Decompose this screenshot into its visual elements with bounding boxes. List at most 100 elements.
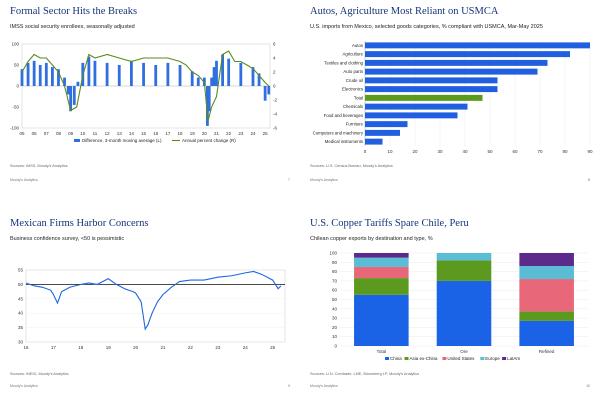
x-tick-label: 50 (487, 149, 493, 154)
bar-segment (436, 280, 492, 346)
x-tick-label: 17 (51, 345, 57, 350)
chart-source: Sources: U.N. Comtrade, LME, Bloomberg L… (310, 372, 420, 376)
y-tick-label: 55 (18, 268, 24, 273)
x-tick-label: 08 (56, 131, 62, 136)
x-tick-label: 23 (238, 131, 244, 136)
chart-panel-usmca: Autos, Agriculture Most Reliant on USMCA… (300, 0, 600, 200)
legend-swatch (442, 357, 447, 360)
x-tick-label: 07 (44, 131, 50, 136)
bar (221, 54, 224, 86)
footer-brand: Moody's Analytics (10, 384, 38, 388)
legend-label-annual: Annual percent change (R) (182, 138, 236, 143)
bar (63, 77, 66, 86)
bar (105, 62, 109, 86)
x-tick-label: Refined (539, 349, 555, 354)
bar (93, 60, 97, 86)
bar-segment (519, 253, 574, 267)
series-line-confidence (25, 270, 282, 331)
bar (257, 73, 261, 86)
x-tick-label: 0 (364, 149, 367, 154)
bar (263, 86, 267, 101)
bar (130, 60, 133, 86)
x-tick-label: 10 (80, 131, 86, 136)
y-tick-label: 70 (332, 278, 338, 283)
category-label: Food and beverages (324, 113, 363, 118)
bar (365, 129, 400, 136)
y-left-tick-label: -50 (12, 105, 19, 110)
bar (267, 86, 271, 95)
bar (44, 62, 48, 86)
y-right-tick-label: -2 (273, 98, 277, 103)
series-line-annual-change (21, 50, 270, 122)
x-tick-label: 06 (32, 131, 38, 136)
chart-title: U.S. Copper Tariffs Spare Chile, Peru (310, 218, 469, 229)
usmca-chart: 0 10 20 30 40 50 60 70 80 90 Autos Agriculture Texti… (313, 41, 593, 154)
page-number: 9 (288, 384, 290, 388)
y-tick-label: 80 (332, 269, 338, 274)
x-tick-label: 90 (587, 149, 593, 154)
x-tick-label: 19 (106, 345, 112, 350)
chart-subtitle: IMSS social security enrollees, seasonal… (10, 24, 135, 30)
x-tick-label: 18 (178, 131, 184, 136)
x-tick-label: 11 (93, 131, 98, 136)
chart-source: Sources: U.S. Census Bureau, Moody's Ana… (310, 164, 393, 168)
bar-segment (354, 294, 409, 346)
x-tick-label: 24 (250, 131, 256, 136)
y-left-tick-label: 0 (16, 84, 19, 89)
category-label: Medical instruments (325, 139, 363, 144)
footer-brand: Moody's Analytics (10, 178, 38, 182)
x-tick-label: 15 (141, 131, 147, 136)
x-tick-label: 17 (165, 131, 171, 136)
legend-label: LatAm (507, 356, 520, 361)
x-tick-label: 18 (78, 345, 84, 350)
x-tick-label: 20 (202, 131, 208, 136)
bar (190, 71, 194, 86)
bar (365, 86, 498, 93)
legend-swatch (502, 357, 507, 360)
y-right-tick-label: 4 (273, 56, 276, 61)
bar-segment (519, 311, 574, 321)
y-tick-label: 45 (18, 296, 24, 301)
y-right-tick-label: 6 (273, 42, 276, 47)
x-tick-label: 21 (214, 131, 220, 136)
x-tick-label: 05 (19, 131, 25, 136)
bar (196, 77, 200, 86)
footer-brand: Moody's Analytics (310, 384, 338, 388)
category-label: Textiles and clothing (324, 60, 363, 65)
bar (365, 112, 458, 119)
y-tick-label: 30 (332, 316, 338, 321)
y-left-tick-label: -100 (10, 126, 20, 131)
x-tick-label: 16 (153, 131, 159, 136)
bar (154, 65, 158, 86)
y-right-tick-label: 2 (273, 70, 276, 75)
y-left-tick-label: 50 (14, 63, 20, 68)
bar-segment (436, 253, 492, 261)
y-tick-label: 50 (18, 282, 24, 287)
x-tick-label: 22 (188, 345, 194, 350)
x-tick-label: 70 (537, 149, 543, 154)
bar (87, 56, 91, 86)
bar-segment (354, 253, 409, 258)
legend-label-difference: Difference, 3-month moving average (L) (82, 138, 162, 143)
chart-title: Formal Sector Hits the Breaks (10, 6, 138, 17)
x-tick-label: 16 (23, 345, 29, 350)
page-number: 10 (586, 384, 590, 388)
category-label: Electronics (342, 87, 363, 92)
chart-source: Sources: INEGI, Moody's Analytics (10, 372, 69, 376)
y-tick-label: 30 (18, 340, 24, 345)
x-tick-label: 21 (161, 345, 167, 350)
bar (205, 86, 209, 126)
bar (251, 67, 255, 86)
bar-segment (519, 320, 574, 346)
bar (57, 69, 60, 86)
y-right-tick-label: -4 (273, 112, 277, 117)
bar (32, 60, 36, 86)
chart-title: Autos, Agriculture Most Reliant on USMCA (310, 6, 499, 17)
x-tick-label: 40 (462, 149, 468, 154)
bar (212, 67, 216, 86)
category-label: Total (354, 95, 363, 100)
bar (178, 65, 182, 86)
page-number: 8 (588, 178, 590, 182)
chart-subtitle: Business confidence survey, <50 is pessi… (10, 236, 125, 242)
